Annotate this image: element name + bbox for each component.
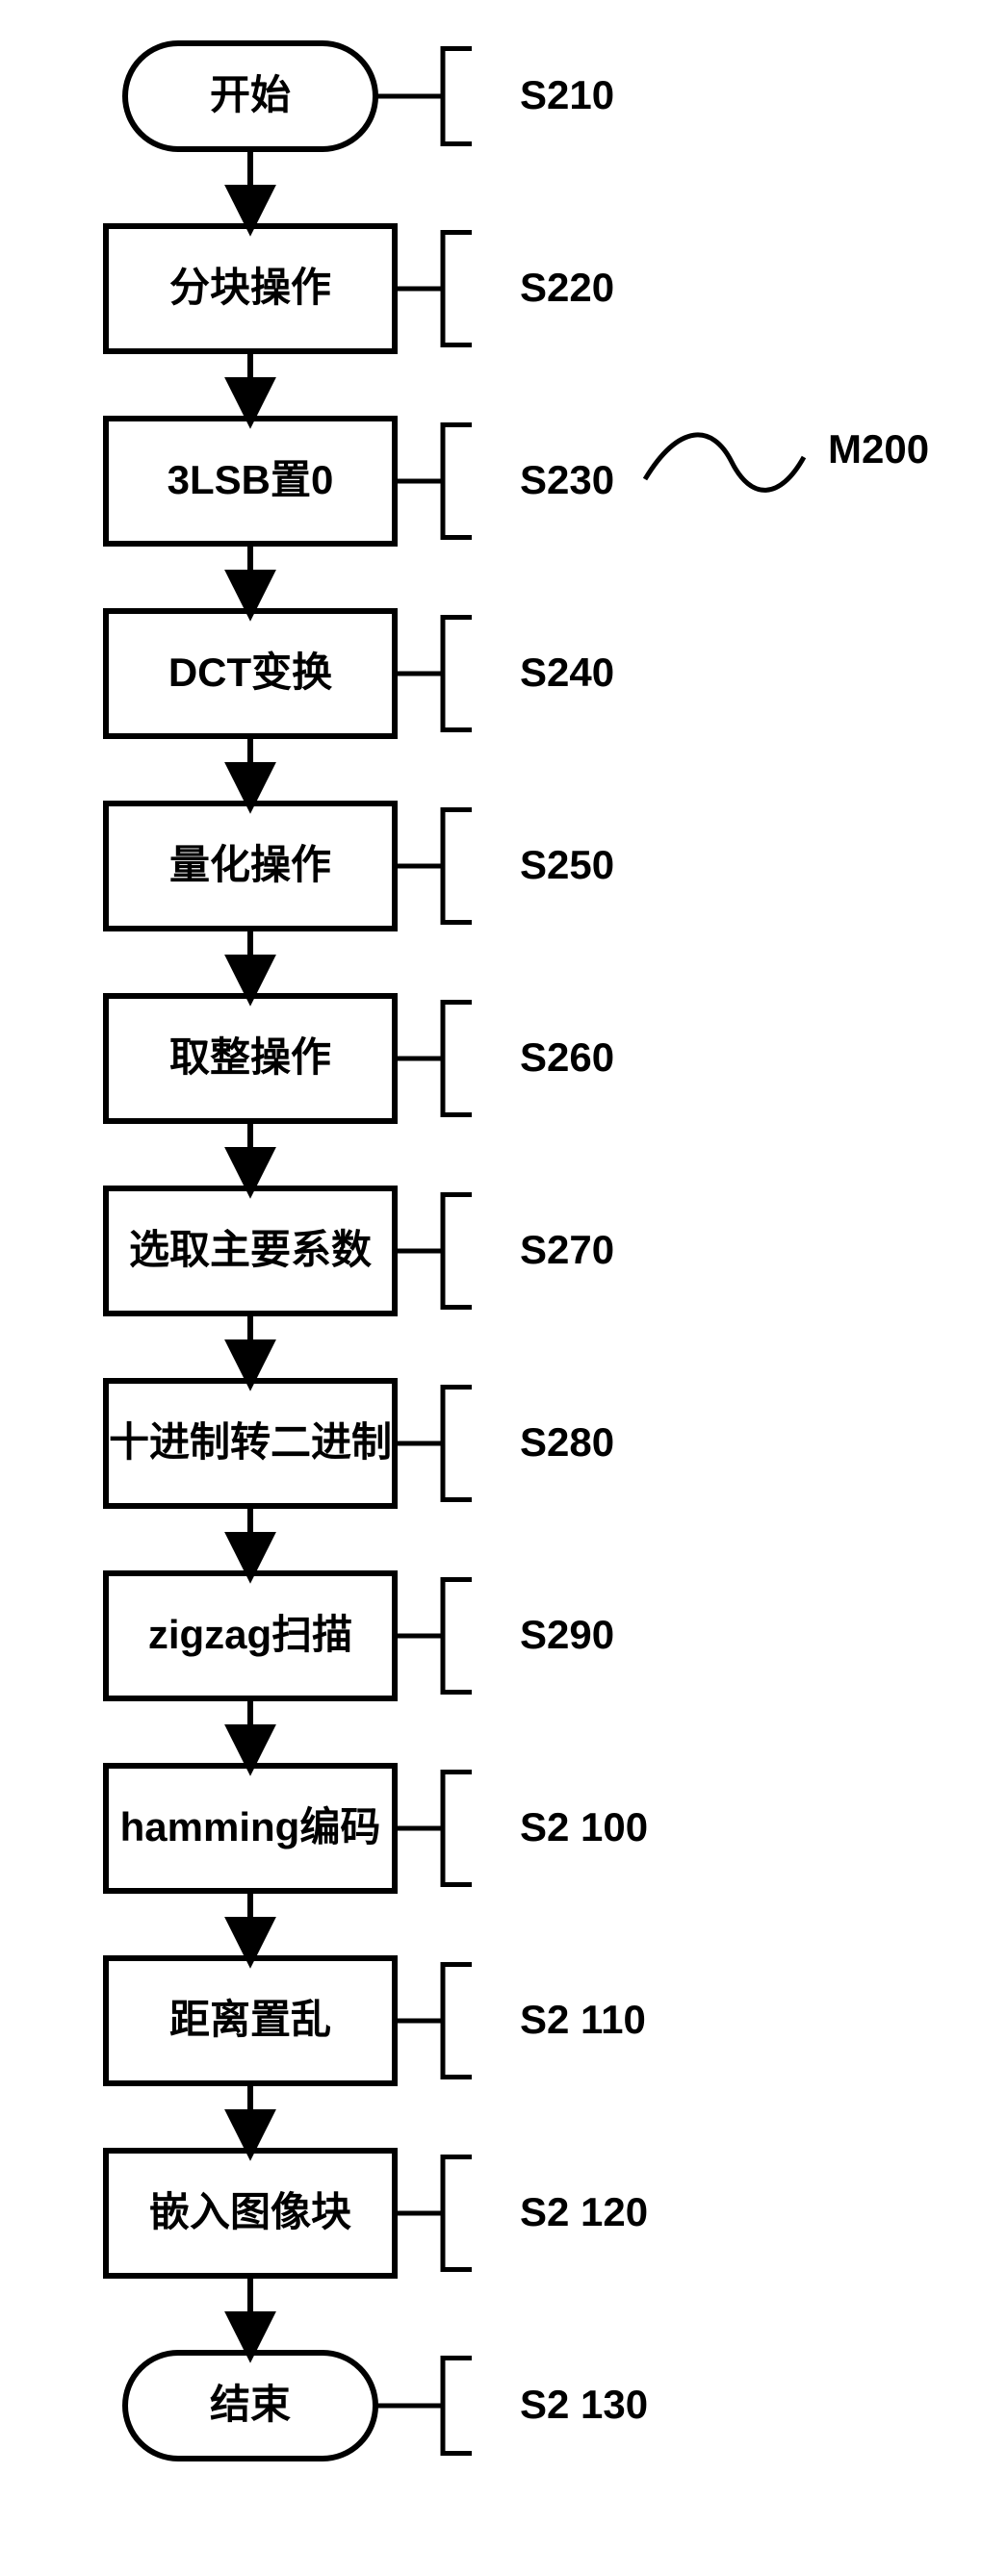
step-bracket	[443, 233, 472, 345]
node-text: 距离置乱	[169, 1997, 331, 2042]
step-label: S280	[520, 1419, 614, 1465]
node-text: DCT变换	[168, 650, 332, 695]
step-label: S2 110	[520, 1997, 646, 2042]
step-bracket	[443, 1580, 472, 1693]
step-bracket	[443, 2157, 472, 2270]
step-bracket	[443, 618, 472, 730]
node-text: 开始	[210, 72, 291, 117]
step-label: S2 120	[520, 2189, 648, 2234]
step-bracket	[443, 1388, 472, 1500]
step-label: S2 100	[520, 1804, 648, 1849]
step-bracket	[443, 810, 472, 923]
reference-label: M200	[828, 426, 929, 472]
step-label: S250	[520, 842, 614, 887]
node-text: 结束	[210, 2382, 291, 2427]
step-label: S210	[520, 72, 614, 117]
node-text: 取整操作	[169, 1034, 331, 1080]
node-text: 选取主要系数	[129, 1227, 372, 1272]
node-text: 嵌入图像块	[149, 2189, 351, 2234]
node-text: 3LSB置0	[168, 457, 334, 502]
node-text: 量化操作	[169, 842, 331, 887]
step-label: S240	[520, 650, 614, 695]
step-label: S260	[520, 1034, 614, 1080]
step-label: S2 130	[520, 2382, 648, 2427]
step-bracket	[443, 2359, 472, 2454]
step-bracket	[443, 425, 472, 538]
node-text: hamming编码	[120, 1804, 381, 1849]
step-label: S290	[520, 1612, 614, 1657]
step-label: S270	[520, 1227, 614, 1272]
node-text: 十进制转二进制	[109, 1419, 392, 1465]
step-bracket	[443, 1003, 472, 1115]
step-label: S220	[520, 265, 614, 310]
node-text: zigzag扫描	[148, 1612, 352, 1657]
step-bracket	[443, 1195, 472, 1308]
step-label: S230	[520, 457, 614, 502]
node-text: 分块操作	[169, 265, 331, 310]
step-bracket	[443, 1773, 472, 1885]
step-bracket	[443, 49, 472, 144]
step-bracket	[443, 1965, 472, 2078]
reference-curve	[645, 435, 804, 490]
